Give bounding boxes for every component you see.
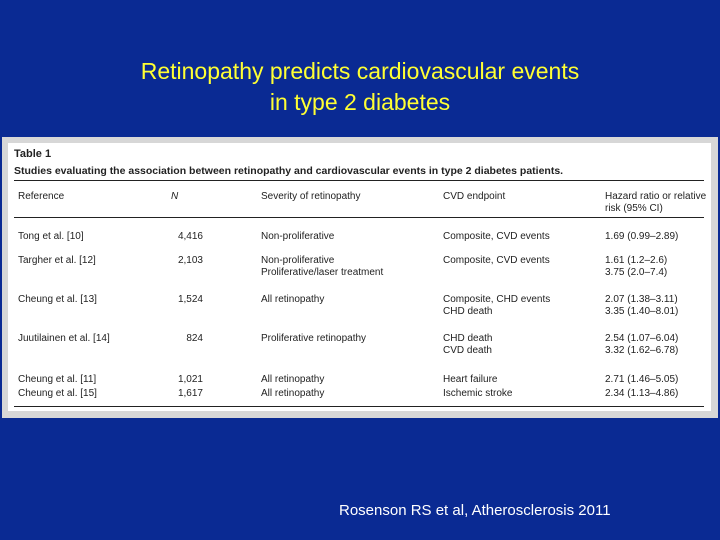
row-endpoint: Composite, CVD events bbox=[443, 255, 550, 266]
row-n: 4,416 bbox=[177, 231, 203, 242]
row-hazard-ratio-line-1: 1.61 (1.2–2.6) bbox=[605, 255, 668, 266]
row-hazard-ratio: 2.54 (1.07–6.04) 3.32 (1.62–6.78) bbox=[605, 333, 678, 357]
row-n: 1,524 bbox=[177, 294, 203, 305]
row-endpoint-line-2: CVD death bbox=[443, 345, 492, 356]
row-severity: All retinopathy bbox=[261, 388, 325, 399]
row-severity: Non-proliferative Proliferative/laser tr… bbox=[261, 255, 383, 279]
header-hazard-ratio-line-1: Hazard ratio or relative bbox=[605, 191, 707, 202]
row-n: 824 bbox=[186, 333, 203, 344]
table-caption: Studies evaluating the association betwe… bbox=[14, 165, 564, 177]
row-hazard-ratio-line-2: 3.35 (1.40–8.01) bbox=[605, 306, 679, 317]
slide-title: Retinopathy predicts cardiovascular even… bbox=[0, 56, 720, 118]
row-hazard-ratio: 1.69 (0.99–2.89) bbox=[605, 231, 679, 242]
row-severity: All retinopathy bbox=[261, 374, 325, 385]
table-label: Table 1 bbox=[14, 148, 52, 160]
header-severity: Severity of retinopathy bbox=[261, 191, 361, 202]
row-reference: Tong et al. [10] bbox=[18, 231, 84, 242]
row-reference: Juutilainen et al. [14] bbox=[18, 333, 110, 344]
row-n: 1,617 bbox=[177, 388, 203, 399]
row-endpoint: Composite, CHD events CHD death bbox=[443, 294, 550, 318]
row-hazard-ratio: 2.34 (1.13–4.86) bbox=[605, 388, 679, 399]
header-reference: Reference bbox=[18, 191, 65, 202]
row-endpoint-line-1: Composite, CHD events bbox=[443, 294, 551, 305]
row-reference: Cheung et al. [13] bbox=[18, 294, 97, 305]
table-top-rule bbox=[14, 180, 704, 181]
study-table: Table 1 Studies evaluating the associati… bbox=[8, 143, 711, 411]
row-hazard-ratio: 2.07 (1.38–3.11) 3.35 (1.40–8.01) bbox=[605, 294, 678, 318]
citation-footer: Rosenson RS et al, Atherosclerosis 2011 bbox=[339, 502, 611, 519]
row-severity: Proliferative retinopathy bbox=[261, 333, 367, 344]
row-severity: All retinopathy bbox=[261, 294, 325, 305]
row-hazard-ratio-line-2: 3.32 (1.62–6.78) bbox=[605, 345, 679, 356]
header-hazard-ratio-line-2: risk (95% CI) bbox=[605, 203, 663, 214]
slide-title-line-1: Retinopathy predicts cardiovascular even… bbox=[140, 58, 580, 84]
table-header-rule bbox=[14, 217, 704, 218]
row-hazard-ratio: 2.71 (1.46–5.05) bbox=[605, 374, 679, 385]
row-endpoint: CHD death CVD death bbox=[443, 333, 492, 357]
row-severity: Non-proliferative bbox=[261, 231, 335, 242]
row-severity-line-2: Proliferative/laser treatment bbox=[261, 267, 384, 278]
row-hazard-ratio-line-1: 2.54 (1.07–6.04) bbox=[605, 333, 679, 344]
row-reference: Cheung et al. [15] bbox=[18, 388, 97, 399]
header-endpoint: CVD endpoint bbox=[443, 191, 506, 202]
row-endpoint-line-1: CHD death bbox=[443, 333, 493, 344]
row-severity-line-1: Non-proliferative bbox=[261, 255, 335, 266]
row-endpoint: Composite, CVD events bbox=[443, 231, 550, 242]
header-n: N bbox=[171, 191, 179, 202]
row-reference: Cheung et al. [11] bbox=[18, 374, 97, 385]
row-reference: Targher et al. [12] bbox=[18, 255, 96, 266]
row-hazard-ratio-line-1: 2.07 (1.38–3.11) bbox=[605, 294, 678, 305]
header-hazard-ratio: Hazard ratio or relative risk (95% CI) bbox=[605, 191, 706, 215]
row-n: 2,103 bbox=[177, 255, 203, 266]
table-bottom-rule bbox=[14, 406, 704, 407]
row-hazard-ratio: 1.61 (1.2–2.6) 3.75 (2.0–7.4) bbox=[605, 255, 667, 279]
row-endpoint: Ischemic stroke bbox=[443, 388, 513, 399]
row-endpoint-line-2: CHD death bbox=[443, 306, 493, 317]
row-endpoint: Heart failure bbox=[443, 374, 498, 385]
table-image-panel: Table 1 Studies evaluating the associati… bbox=[2, 137, 718, 418]
slide-title-line-2: in type 2 diabetes bbox=[269, 89, 451, 115]
row-n: 1,021 bbox=[177, 374, 203, 385]
row-hazard-ratio-line-2: 3.75 (2.0–7.4) bbox=[605, 267, 668, 278]
